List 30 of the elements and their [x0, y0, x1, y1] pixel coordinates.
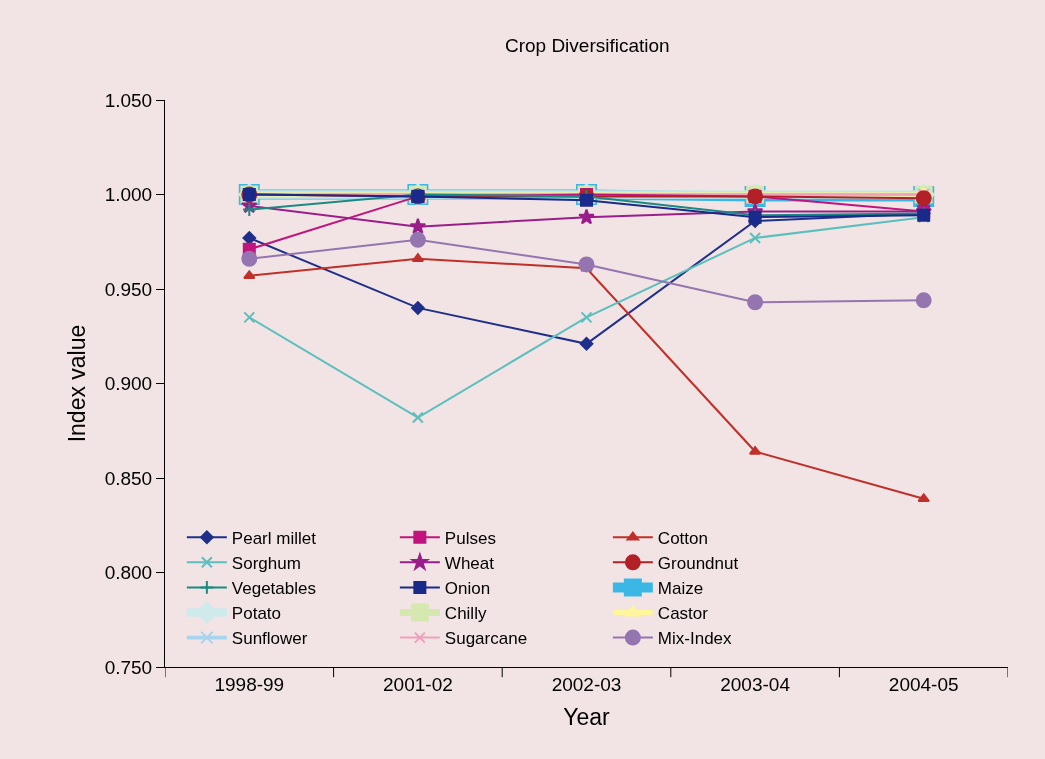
x-tick-label: 2001-02	[383, 673, 453, 695]
legend-label: Vegetables	[231, 579, 316, 599]
legend-label: Mix-Index	[657, 629, 733, 649]
x-tick-label: 1998-99	[214, 673, 285, 695]
legend-label: Groundnut	[657, 553, 739, 573]
y-tick-label: 1.000	[104, 184, 153, 206]
chart-title: Crop Diversification	[504, 35, 670, 57]
legend-label: Sugarcane	[444, 629, 528, 649]
y-tick-label: 0.800	[104, 562, 153, 584]
x-axis-title: Year	[563, 704, 611, 731]
legend-label: Cotton	[657, 528, 708, 548]
legend-label: Chilly	[444, 604, 487, 624]
x-tick-label: 2003-04	[720, 673, 791, 695]
legend-label: Maize	[657, 579, 704, 599]
legend-label: Onion	[444, 579, 491, 599]
y-tick-label: 1.050	[104, 89, 153, 111]
y-tick-label: 0.900	[104, 373, 153, 395]
y-tick-label: 0.750	[104, 656, 153, 678]
y-axis-title: Index value	[64, 324, 91, 443]
legend-label: Potato	[231, 604, 282, 624]
legend-label: Sorghum	[231, 553, 301, 573]
legend-label: Wheat	[444, 553, 495, 573]
x-tick-label: 2002-03	[551, 673, 622, 695]
legend-label: Castor	[657, 604, 709, 624]
x-tick-label: 2004-05	[888, 673, 959, 695]
legend-label: Sunflower	[231, 629, 308, 649]
legend-label: Pulses	[444, 528, 496, 548]
y-tick-label: 0.950	[104, 278, 153, 300]
y-tick-label: 0.850	[104, 467, 153, 489]
legend-label: Pearl millet	[231, 528, 317, 548]
